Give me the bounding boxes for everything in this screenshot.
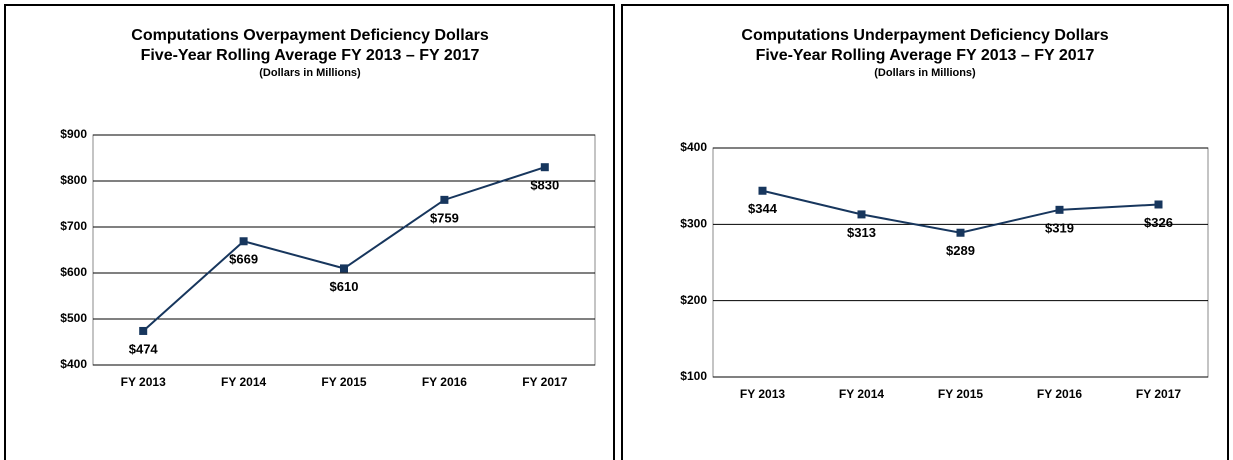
data-label: $319 (1045, 220, 1074, 235)
x-tick-label: FY 2016 (422, 375, 467, 389)
point-marker (956, 228, 965, 237)
y-tick-label: $400 (680, 140, 707, 154)
series-line (142, 166, 546, 332)
point-marker (139, 326, 148, 335)
data-label: $344 (748, 201, 778, 216)
y-tick-label: $800 (60, 173, 87, 187)
series-line (762, 189, 1159, 234)
point-marker (1055, 205, 1064, 214)
plot-area (92, 134, 596, 366)
data-label: $759 (430, 210, 459, 225)
chart-subtitle: Five-Year Rolling Average FY 2013 – FY 2… (756, 47, 1095, 64)
x-tick-label: FY 2013 (740, 387, 785, 401)
x-tick-label: FY 2017 (1136, 387, 1181, 401)
point-marker (340, 264, 348, 273)
x-tick-label: FY 2014 (221, 375, 266, 389)
data-label: $326 (1144, 215, 1173, 230)
x-tick-label: FY 2015 (321, 375, 366, 389)
y-tick-label: $600 (60, 265, 87, 279)
point-marker (1154, 200, 1163, 209)
point-marker (540, 163, 549, 172)
data-label: $474 (129, 341, 159, 356)
x-tick-label: FY 2016 (1037, 387, 1082, 401)
panel-border (621, 4, 1229, 460)
data-label: $289 (946, 243, 975, 258)
point-marker (239, 237, 248, 246)
point-marker (857, 210, 866, 219)
plot-area (712, 147, 1209, 378)
panel-border (4, 4, 615, 460)
x-tick-label: FY 2017 (522, 375, 567, 389)
y-tick-label: $200 (680, 293, 707, 307)
units-note: (Dollars in Millions) (874, 67, 976, 79)
point-marker (758, 186, 767, 195)
x-tick-label: FY 2014 (839, 387, 884, 401)
point-marker (440, 195, 449, 204)
chart-subtitle: Five-Year Rolling Average FY 2013 – FY 2… (141, 47, 480, 64)
data-label: $830 (530, 178, 559, 193)
units-note: (Dollars in Millions) (259, 67, 361, 79)
data-label: $610 (330, 279, 359, 294)
chart-title: Computations Overpayment Deficiency Doll… (131, 27, 489, 44)
x-tick-label: FY 2015 (938, 387, 983, 401)
data-label: $669 (229, 252, 258, 267)
y-tick-label: $500 (60, 311, 87, 325)
y-tick-label: $700 (60, 219, 87, 233)
y-tick-label: $400 (60, 357, 87, 371)
x-tick-label: FY 2013 (121, 375, 166, 389)
y-tick-label: $900 (60, 127, 87, 141)
data-label: $313 (847, 225, 876, 240)
chart-title: Computations Underpayment Deficiency Dol… (741, 27, 1108, 44)
y-tick-label: $100 (680, 369, 707, 383)
y-tick-label: $300 (680, 217, 707, 231)
